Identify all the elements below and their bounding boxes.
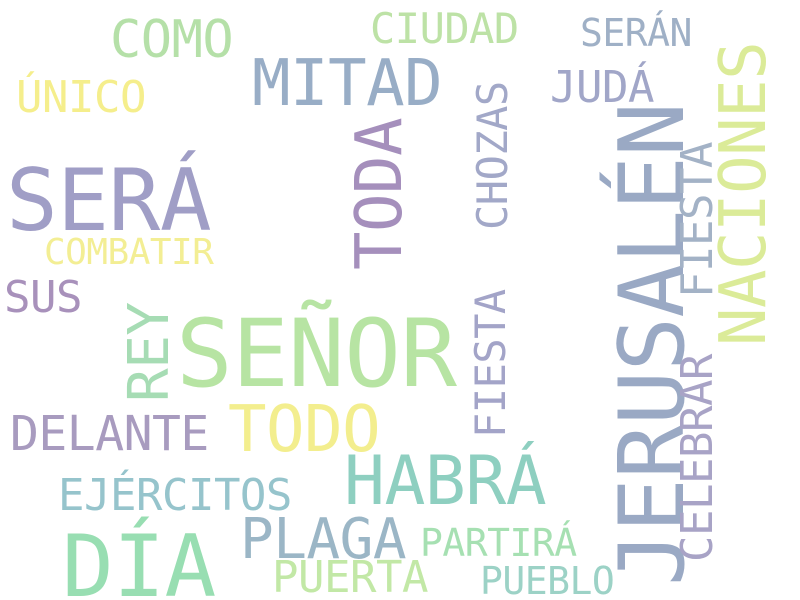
word-celebrar: CELEBRAR [672,354,723,562]
word-juda: JUDÁ [550,62,654,113]
word-unico: ÚNICO [16,72,146,123]
word-puerta: PUERTA [272,552,428,600]
word-habra: HABRÁ [344,442,547,521]
word-partira: PARTIRÁ [420,521,577,565]
word-ciudad: CIUDAD [370,4,519,53]
word-todo: TODO [228,393,381,467]
word-sus: SUS [4,272,82,323]
word-pueblo: PUEBLO [480,559,615,600]
word-combatir: COMBATIR [44,232,214,273]
word-delante: DELANTE [10,406,209,462]
word-fiesta-2: FIESTA [672,142,723,298]
word-dia: DÍA [62,517,216,600]
word-plaga: PLAGA [240,507,407,572]
word-rey: REY [117,302,182,402]
word-toda: TODA [343,117,417,270]
word-fiesta: FIESTA [466,289,515,438]
word-seran: SERÁN [580,11,692,55]
word-mitad: MITAD [252,47,443,121]
word-ejercitos: EJÉRCITOS [58,470,292,521]
word-chozas: CHOZAS [468,81,517,230]
word-como: COMO [110,10,234,70]
word-sera: SERÁ [6,151,212,251]
word-senor: SEÑOR [176,300,457,409]
